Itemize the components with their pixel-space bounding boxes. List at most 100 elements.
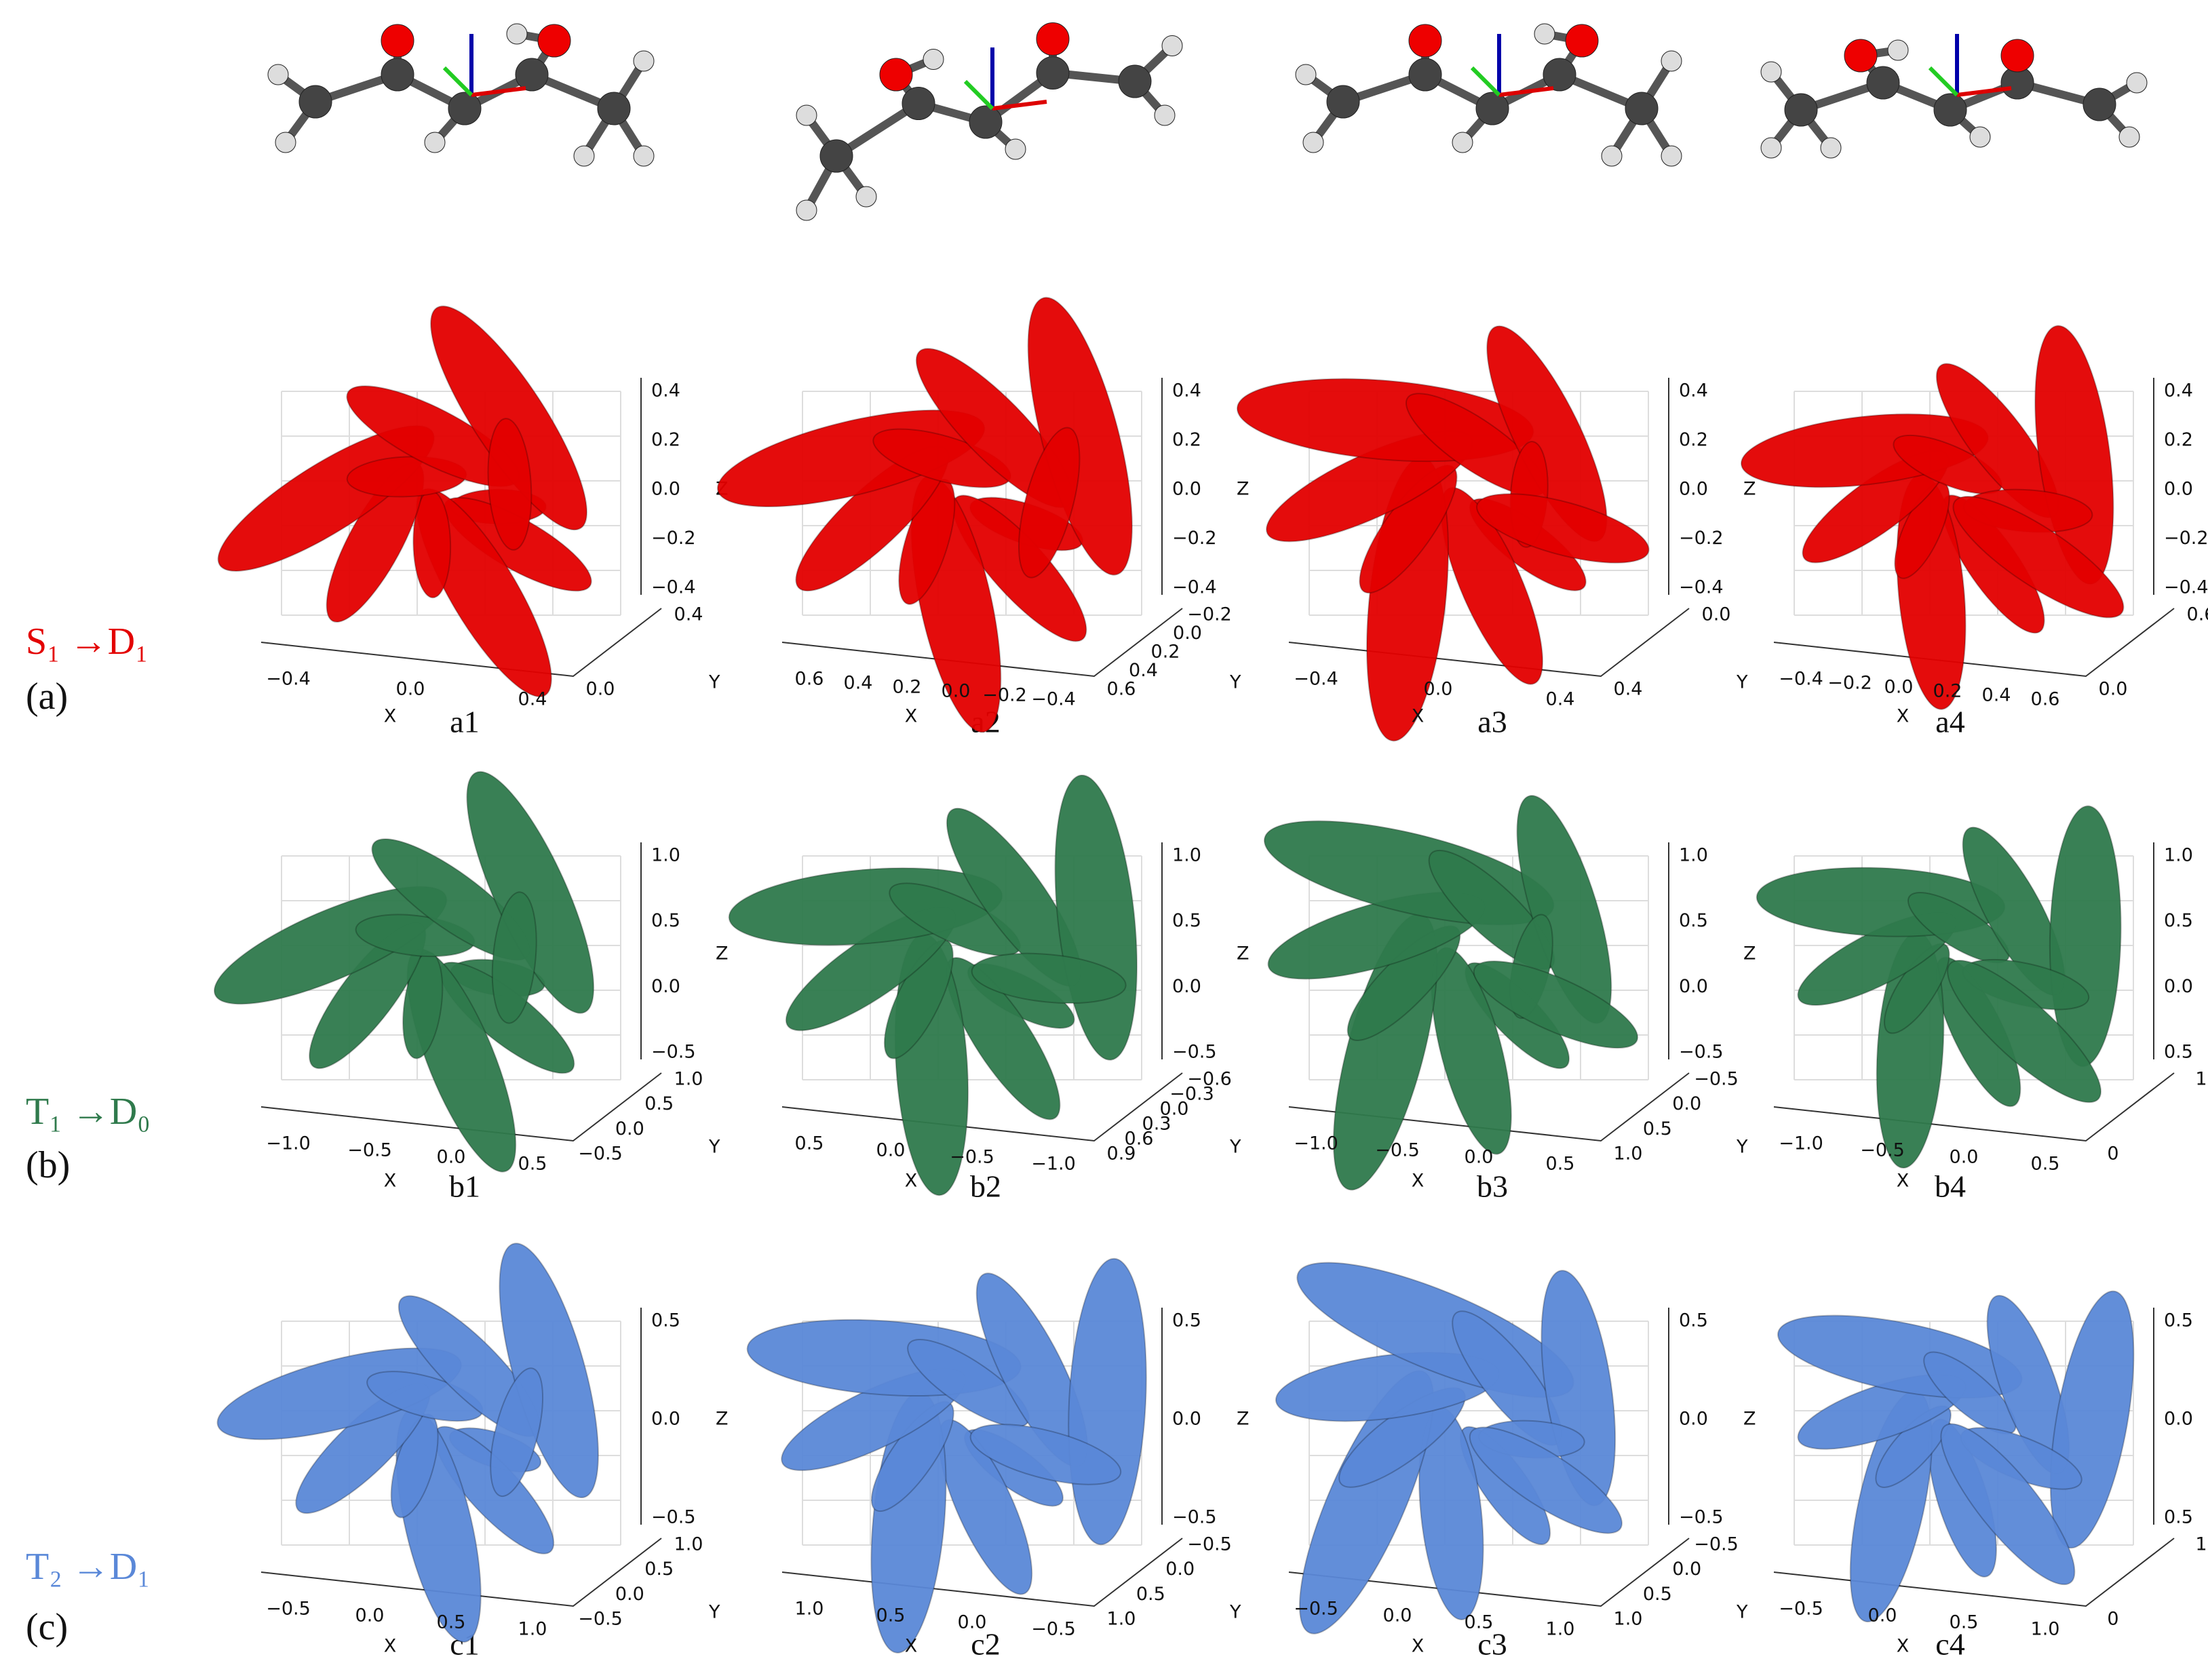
z-tick-label: −0.5: [1172, 1042, 1217, 1063]
y-tick-label: −0.6: [1187, 1069, 1232, 1090]
axis-arrow: [1928, 66, 1959, 97]
z-tick-label: 0.4: [651, 380, 680, 402]
axis-line: [1773, 1072, 2175, 1142]
x-tick-label: 0.0: [1950, 1147, 1979, 1168]
y-tick-label: 0.0: [615, 1118, 644, 1139]
z-axis-label: Z: [716, 1409, 729, 1430]
atom: [633, 50, 655, 72]
z-tick-label: 1.0: [1679, 845, 1708, 866]
x-axis-label: X: [384, 1636, 397, 1657]
z-tick-label: 0.2: [651, 429, 680, 450]
z-axis-label: Z: [716, 943, 729, 964]
lobe: [491, 891, 537, 1024]
y-tick-label: 0.0: [1173, 623, 1202, 644]
x-tick-label: 0.5: [518, 1154, 547, 1175]
z-tick-label: 0.0: [2164, 976, 2193, 997]
y-tick-label: 0.5: [1136, 1584, 1165, 1605]
row-tag: (c): [26, 1606, 68, 1648]
y-tick-label: 0: [2107, 1144, 2118, 1165]
atom: [2083, 87, 2116, 121]
panel-label: a4: [1935, 705, 1964, 739]
atom: [1005, 138, 1026, 160]
lobe: [1068, 1257, 1147, 1546]
atom: [1866, 66, 1900, 100]
x-tick-label: 0.0: [876, 1140, 906, 1161]
x-axis-label: X: [1897, 706, 1910, 727]
z-tick-label: 1.0: [1172, 845, 1201, 866]
x-tick-label: 0.4: [844, 673, 873, 694]
x-tick-label: 1.0: [2031, 1619, 2060, 1640]
lobe: [1476, 493, 1650, 564]
atom: [1118, 64, 1152, 98]
axis-arrow: [471, 86, 526, 97]
atom: [1887, 39, 1909, 61]
atom: [506, 23, 528, 45]
atom: [1534, 23, 1555, 45]
z-tick-label: 0.0: [1679, 976, 1708, 997]
panel-label: b4: [1935, 1169, 1966, 1204]
x-tick-label: −1.0: [1031, 1154, 1076, 1175]
lobe: [1907, 891, 2011, 964]
atom: [275, 132, 296, 153]
x-tick-label: 0.0: [355, 1605, 385, 1626]
z-tick-label: −0.4: [651, 577, 696, 598]
z-tick-label: −0.2: [1679, 528, 1724, 549]
y-tick-label: −0.5: [1694, 1534, 1739, 1555]
y-tick-label: 0.5: [1643, 1584, 1672, 1605]
atom: [1969, 126, 1991, 148]
atom: [298, 85, 332, 119]
z-tick-label: 0.2: [2164, 429, 2193, 450]
y-tick-label: 0.4: [1614, 679, 1643, 700]
z-tick-label: 0.5: [651, 910, 680, 931]
axis-arrow: [992, 100, 1047, 111]
panel-label: a1: [450, 705, 479, 739]
x-tick-label: 0.2: [1933, 681, 1962, 702]
y-tick-label: 1: [2195, 1534, 2207, 1555]
molecule: [1760, 34, 2148, 159]
lobe: [499, 1243, 599, 1499]
z-tick-label: −0.4: [1679, 577, 1724, 598]
lobe: [487, 418, 532, 551]
x-tick-label: 0.0: [437, 1147, 466, 1168]
x-tick-label: −0.4: [266, 669, 311, 690]
lobe: [1940, 1423, 2076, 1586]
axis-line: [260, 1538, 662, 1607]
z-tick-label: 0.5: [2164, 910, 2193, 931]
lobe: [969, 1424, 1122, 1485]
z-tick-label: 0.4: [1172, 380, 1201, 402]
panel: a20.40.20.0−0.2−0.4Z0.60.40.20.0−0.2−0.4…: [716, 296, 1250, 739]
z-tick-label: 0.5: [651, 1310, 680, 1331]
atom: [2000, 39, 2034, 73]
atom: [1661, 50, 1682, 72]
z-tick-label: 0.0: [651, 1409, 680, 1430]
z-tick-label: 0.0: [1172, 1409, 1201, 1430]
atom: [1625, 92, 1659, 125]
panel: a40.40.20.0−0.2−0.4Z−0.4−0.20.00.20.40.6…: [1740, 325, 2208, 739]
x-tick-label: 0.2: [893, 677, 922, 698]
z-tick-label: 0.5: [1172, 1310, 1201, 1331]
y-tick-label: 1.0: [1614, 1144, 1643, 1165]
y-tick-label: 0.4: [674, 604, 703, 625]
y-tick-label: 0.9: [1107, 1144, 1136, 1165]
z-axis-label: Z: [1743, 1409, 1756, 1430]
z-tick-label: 0.5: [2164, 1507, 2193, 1528]
atom: [537, 24, 571, 58]
y-tick-label: 0.6: [1107, 679, 1136, 700]
atom: [2118, 126, 2140, 148]
lobe: [1893, 434, 2003, 495]
x-axis-label: X: [905, 1171, 918, 1192]
x-tick-label: 0.0: [942, 681, 971, 702]
panel: a3 0.4 0.2 0.0 −0.2 −0.4 Z −0.4 0.0 0.4 X 0.4 0.0 Y: [1236, 325, 1756, 742]
x-axis-label: X: [905, 1636, 918, 1657]
axis-line: [260, 608, 662, 678]
z-tick-label: 0.0: [651, 479, 680, 500]
atom: [1784, 93, 1818, 127]
atom: [515, 58, 549, 92]
panel-label: b2: [970, 1169, 1001, 1204]
x-tick-label: −0.2: [982, 685, 1027, 706]
lobe: [907, 1339, 1030, 1428]
axis-line: [1773, 608, 2175, 678]
x-tick-label: 0.0: [958, 1612, 987, 1633]
y-tick-label: −0.2: [1187, 604, 1232, 625]
